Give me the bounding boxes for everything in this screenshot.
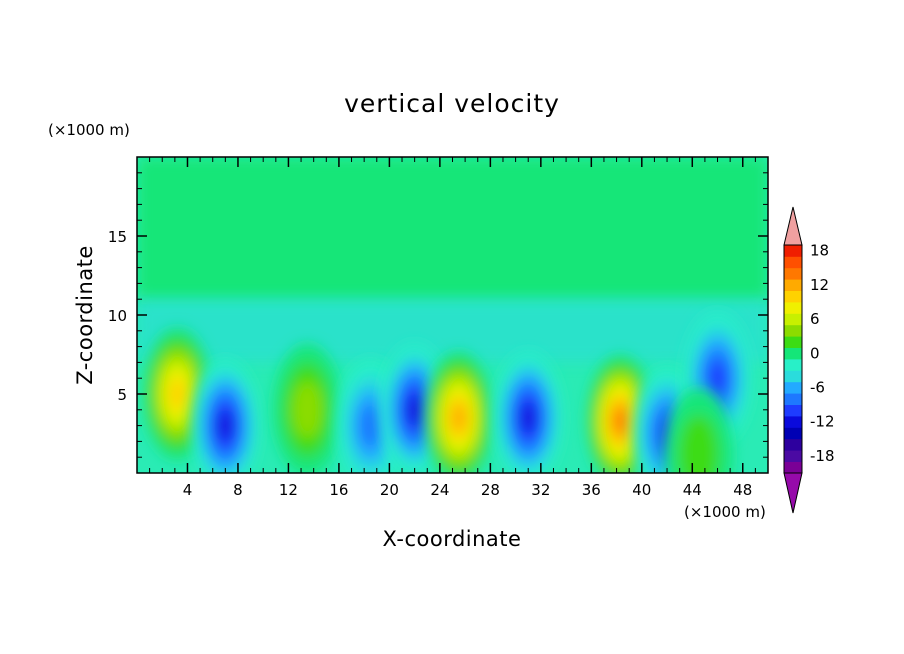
y-axis-label: Z-coordinate [73,245,97,385]
x-tick-label: 32 [531,481,550,499]
colorbar-swatch [784,416,802,428]
x-axis-unit: (×1000 m) [684,503,766,521]
contour-band [520,402,537,433]
colorbar-swatch [784,267,802,280]
x-axis-ticks: 4 8 12 16 20 24 28 32 36 40 44 48 [149,157,756,499]
velocity-cell-5 [424,351,493,473]
velocity-cell-7 [586,354,655,473]
contour-band [452,404,466,431]
colorbar-extend-low [783,472,803,514]
x-tick-label: 20 [380,481,399,499]
colorbar-tick-label: -18 [810,447,835,465]
colorbar-swatch [784,290,802,303]
contour-band [708,360,727,397]
colorbar-swatch [784,381,802,394]
x-tick-label: 28 [481,481,500,499]
colorbar-swatch [784,336,802,348]
velocity-field [137,157,768,473]
colorbar-swatch [784,256,802,269]
colorbar-swatch [784,347,802,360]
velocity-cell-1 [191,359,260,473]
velocity-cell-0 [143,328,212,460]
contour-band [217,410,234,441]
colorbar-swatch [784,245,802,257]
colorbar-extend-high [783,206,803,246]
contour-band [292,381,322,439]
colorbar-swatch [784,450,802,462]
upper-level-band [137,157,768,300]
colorbar-tick-label: 12 [810,276,829,294]
y-axis-ticks: 5 10 15 [108,172,768,458]
x-axis-label: X-coordinate [383,527,522,551]
colorbar-swatch [784,359,802,371]
x-tick-label: 24 [430,481,449,499]
colorbar-swatch [784,313,802,326]
x-tick-label: 40 [632,481,651,499]
contour-band [406,394,423,426]
velocity-cell-10 [664,388,733,473]
colorbar-swatch [784,404,802,417]
colorbar-swatch [784,324,802,337]
contour-band [359,403,382,448]
colorbar-frame [783,244,803,474]
x-tick-label: 12 [279,481,298,499]
colorbar-tick-label: 0 [810,344,820,362]
contour-band [169,378,186,410]
colorbar: -18 -12 -6 0 6 12 18 [783,206,835,514]
colorbar-swatch [784,370,802,383]
colorbar-tick-label: -12 [810,413,835,431]
colorbar-tick-label: 18 [810,242,829,260]
velocity-cell-2 [273,343,342,473]
colorbar-swatch [784,302,802,314]
y-axis-unit: (×1000 m) [48,121,130,139]
colorbar-swatch [784,438,802,451]
chart-title: vertical velocity [344,89,560,118]
x-tick-label: 48 [733,481,752,499]
y-tick-label: 5 [117,386,127,404]
x-tick-label: 16 [329,481,348,499]
colorbar-swatch [784,427,802,440]
x-tick-label: 44 [683,481,702,499]
plot-area [137,157,768,473]
x-tick-label: 36 [582,481,601,499]
x-tick-label: 8 [233,481,243,499]
y-tick-label: 10 [108,307,127,325]
mid-level-band [137,299,768,363]
colorbar-swatch [784,279,802,291]
y-tick-label: 15 [108,228,127,246]
colorbar-tick-label: -6 [810,379,825,397]
colorbar-swatch [784,393,802,405]
colorbar-tick-label: 6 [810,310,820,328]
contour-band [614,409,627,433]
colorbar-swatch [784,461,802,474]
x-tick-label: 4 [183,481,193,499]
velocity-cell-6 [494,351,563,473]
contour-band [678,414,719,473]
